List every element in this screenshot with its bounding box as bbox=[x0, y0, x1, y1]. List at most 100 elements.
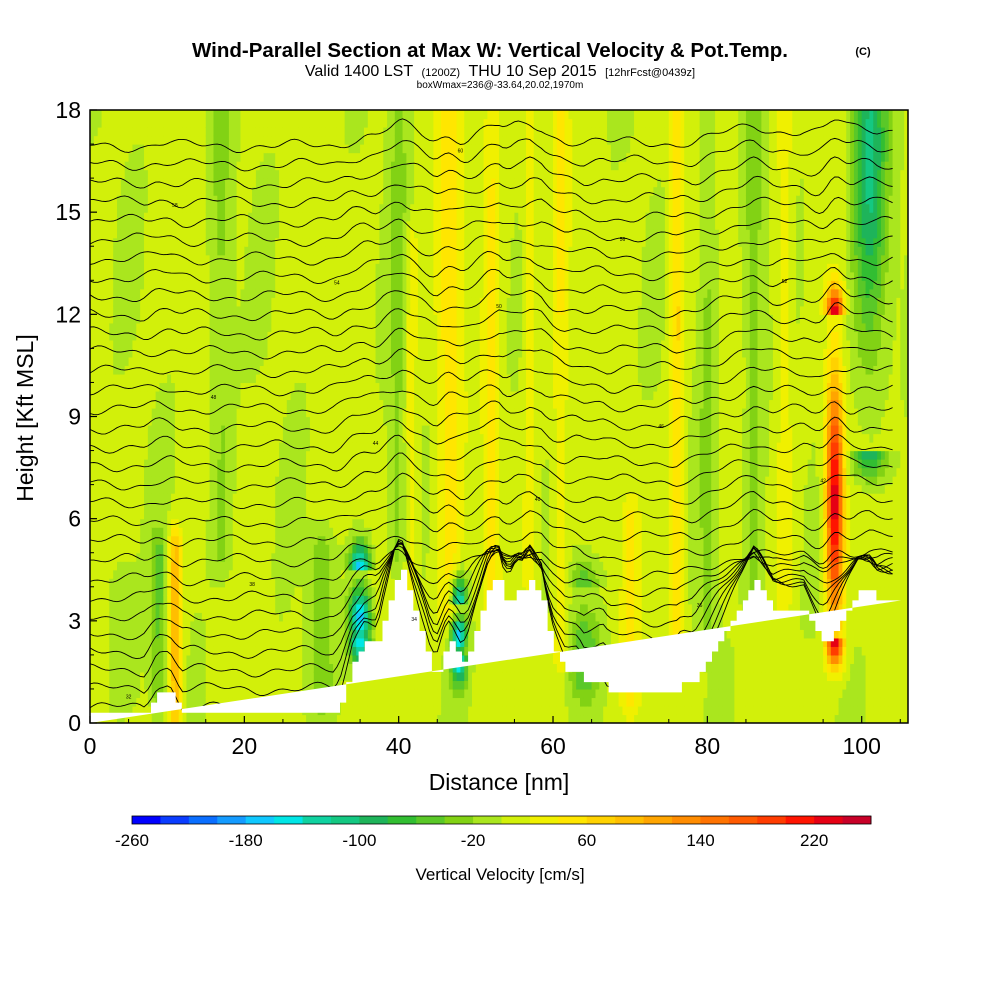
field-cell bbox=[228, 271, 234, 281]
field-cell bbox=[259, 493, 265, 503]
field-cell bbox=[178, 212, 184, 222]
field-cell bbox=[248, 688, 253, 699]
field-cell bbox=[109, 578, 114, 588]
field-cell bbox=[201, 569, 207, 579]
field-cell bbox=[167, 254, 172, 264]
field-cell bbox=[167, 459, 172, 469]
field-cell bbox=[128, 552, 134, 562]
field-cell bbox=[120, 493, 126, 503]
field-cell bbox=[321, 595, 326, 605]
field-cell bbox=[352, 365, 357, 375]
field-cell bbox=[190, 637, 195, 647]
field-cell bbox=[228, 629, 234, 639]
field-cell bbox=[340, 305, 346, 315]
field-cell bbox=[117, 450, 122, 460]
field-cell bbox=[174, 646, 180, 656]
field-cell bbox=[136, 680, 141, 690]
field-cell bbox=[93, 680, 99, 690]
field-cell bbox=[167, 237, 172, 247]
field-cell bbox=[225, 484, 230, 494]
field-cell bbox=[144, 297, 149, 307]
field-cell bbox=[317, 476, 323, 486]
field-cell bbox=[282, 288, 288, 298]
field-cell bbox=[309, 433, 315, 443]
field-cell bbox=[144, 203, 149, 213]
field-cell bbox=[124, 654, 130, 664]
field-cell bbox=[333, 629, 338, 639]
field-cell bbox=[271, 212, 276, 222]
field-cell bbox=[128, 212, 134, 222]
field-cell bbox=[240, 493, 245, 503]
field-cell bbox=[93, 229, 99, 239]
field-cell bbox=[194, 339, 199, 349]
field-cell bbox=[336, 544, 342, 554]
field-cell bbox=[336, 195, 342, 205]
field-cell bbox=[167, 144, 172, 154]
field-cell bbox=[147, 561, 153, 571]
field-cell bbox=[221, 280, 226, 290]
field-cell bbox=[221, 425, 226, 435]
field-cell bbox=[140, 637, 145, 647]
field-cell bbox=[198, 237, 203, 247]
field-cell bbox=[313, 348, 319, 358]
field-cell bbox=[124, 271, 130, 281]
field-cell bbox=[144, 373, 149, 384]
field-cell bbox=[259, 535, 265, 545]
field-cell bbox=[240, 501, 245, 511]
field-cell bbox=[348, 493, 353, 503]
field-cell bbox=[306, 373, 311, 384]
field-cell bbox=[171, 186, 176, 196]
field-cell bbox=[321, 237, 326, 247]
field-cell bbox=[290, 569, 296, 579]
field-cell bbox=[120, 544, 126, 554]
field-cell bbox=[336, 118, 342, 128]
field-cell bbox=[325, 680, 330, 690]
field-cell bbox=[213, 263, 218, 273]
field-cell bbox=[147, 356, 153, 367]
field-cell bbox=[333, 288, 338, 298]
field-cell bbox=[201, 144, 207, 154]
field-cell bbox=[248, 297, 253, 307]
field-cell bbox=[159, 288, 164, 298]
field-cell bbox=[321, 220, 326, 230]
field-cell bbox=[267, 271, 272, 281]
field-cell bbox=[171, 348, 176, 358]
field-cell bbox=[194, 425, 199, 435]
field-cell bbox=[263, 365, 269, 375]
field-cell bbox=[93, 501, 99, 511]
field-cell bbox=[352, 612, 357, 622]
field-cell bbox=[194, 527, 199, 537]
field-cell bbox=[155, 493, 161, 503]
field-cell bbox=[132, 552, 137, 562]
field-cell bbox=[178, 450, 184, 460]
field-cell bbox=[132, 237, 137, 247]
field-cell bbox=[194, 671, 199, 682]
field-cell bbox=[124, 663, 130, 673]
field-cell bbox=[198, 161, 203, 171]
field-cell bbox=[232, 671, 238, 682]
field-cell bbox=[352, 484, 357, 494]
field-cell bbox=[313, 714, 319, 723]
field-cell bbox=[120, 220, 126, 230]
field-cell bbox=[194, 178, 199, 188]
field-cell bbox=[232, 254, 238, 264]
field-cell bbox=[113, 620, 118, 630]
field-cell bbox=[120, 714, 126, 723]
field-cell bbox=[313, 305, 319, 315]
field-cell bbox=[198, 476, 203, 486]
field-cell bbox=[113, 501, 118, 511]
field-cell bbox=[97, 450, 103, 460]
field-cell bbox=[209, 152, 215, 162]
field-cell bbox=[298, 595, 303, 605]
field-cell bbox=[186, 195, 191, 205]
field-cell bbox=[225, 450, 230, 460]
field-cell bbox=[93, 416, 99, 426]
field-cell bbox=[90, 297, 95, 307]
field-cell bbox=[321, 348, 326, 358]
field-cell bbox=[313, 459, 319, 469]
field-cell bbox=[151, 714, 157, 723]
field-cell bbox=[263, 416, 269, 426]
field-cell bbox=[325, 161, 330, 171]
field-cell bbox=[344, 373, 350, 384]
field-cell bbox=[344, 280, 350, 290]
